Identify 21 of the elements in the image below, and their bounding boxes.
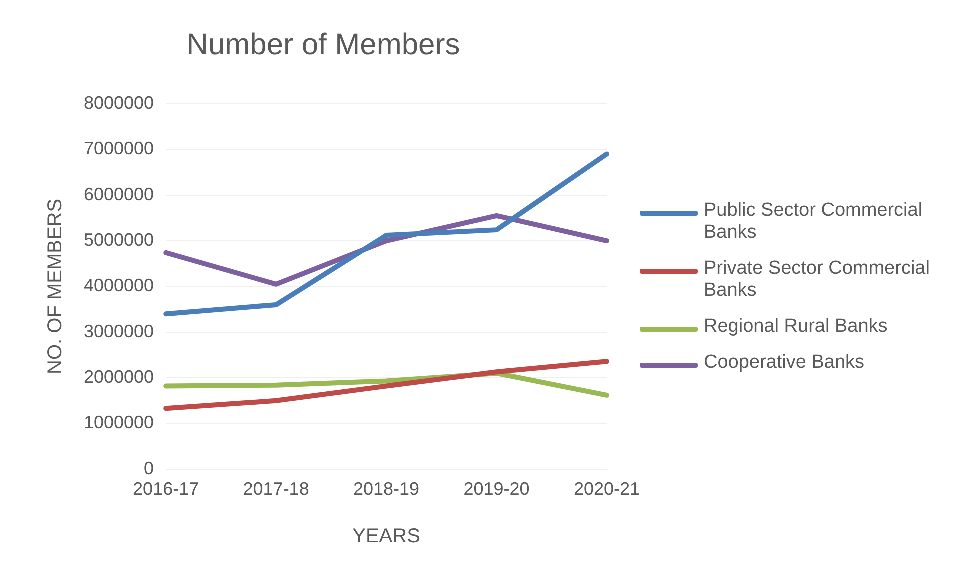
x-tick-label: 2017-18 (243, 479, 310, 500)
x-tick-label: 2018-19 (354, 479, 420, 500)
y-tick-label: 7000000 (84, 138, 154, 159)
y-tick-label: 3000000 (84, 321, 154, 342)
legend-label: Cooperative Banks (704, 352, 865, 374)
y-tick-label: 5000000 (84, 230, 154, 250)
x-tick-label: 2020-21 (574, 479, 640, 500)
y-tick-label: 8000000 (84, 92, 154, 113)
x-axis-title: YEARS (352, 526, 420, 548)
y-axis-title: NO. OF MEMBERS (44, 198, 67, 374)
legend-label: Regional Rural Banks (704, 316, 888, 338)
legend-label: Public Sector Commercial Banks (704, 200, 924, 244)
chart-title: Number of Members (186, 28, 460, 62)
y-tick-label: 2000000 (84, 367, 154, 388)
y-tick-label: 6000000 (84, 184, 154, 204)
x-tick-label: 2019-20 (464, 479, 530, 500)
x-tick-label: 2016-17 (133, 479, 200, 500)
y-tick-label: 4000000 (84, 276, 154, 296)
legend-label: Private Sector Commercial Banks (704, 258, 931, 302)
y-tick-label: 1000000 (84, 412, 154, 433)
y-tick-label: 0 (144, 458, 154, 478)
